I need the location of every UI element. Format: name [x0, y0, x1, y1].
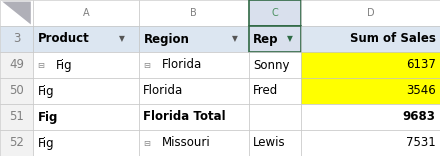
- Text: B: B: [190, 8, 197, 18]
- Text: 52: 52: [9, 136, 24, 149]
- Bar: [139, 52, 249, 78]
- Text: Lewis: Lewis: [253, 136, 286, 149]
- Text: 3546: 3546: [406, 85, 436, 98]
- Text: ▼: ▼: [287, 34, 293, 44]
- Text: 49: 49: [9, 58, 24, 71]
- Text: Fig: Fig: [37, 85, 54, 98]
- Bar: [0, 52, 33, 78]
- Text: Fred: Fred: [253, 85, 278, 98]
- Text: ▼: ▼: [232, 34, 238, 44]
- Text: Region: Region: [144, 32, 190, 46]
- Bar: [0, 130, 33, 156]
- Text: 6137: 6137: [406, 58, 436, 71]
- Bar: [33, 78, 139, 104]
- Bar: [0, 104, 33, 130]
- Text: Rep: Rep: [253, 32, 279, 46]
- Text: ▼: ▼: [119, 34, 125, 44]
- Text: Florida: Florida: [161, 58, 202, 71]
- Bar: [301, 104, 440, 130]
- Bar: [0, 0, 33, 26]
- Text: 50: 50: [9, 85, 24, 98]
- Text: 51: 51: [9, 110, 24, 124]
- Text: A: A: [82, 8, 89, 18]
- Text: 7531: 7531: [406, 136, 436, 149]
- Bar: [301, 26, 440, 52]
- Text: 3: 3: [13, 32, 20, 46]
- Text: Missouri: Missouri: [161, 136, 210, 149]
- Text: Florida: Florida: [143, 85, 183, 98]
- Bar: [301, 78, 440, 104]
- Text: Product: Product: [38, 32, 90, 46]
- Bar: [139, 78, 249, 104]
- Text: Sonny: Sonny: [253, 58, 290, 71]
- Bar: [249, 104, 301, 130]
- Bar: [139, 0, 249, 26]
- Bar: [249, 26, 301, 52]
- Text: Fig: Fig: [37, 110, 58, 124]
- Bar: [249, 0, 301, 26]
- Bar: [139, 130, 249, 156]
- Text: D: D: [367, 8, 374, 18]
- Bar: [249, 130, 301, 156]
- Text: 9683: 9683: [403, 110, 436, 124]
- Bar: [33, 104, 139, 130]
- Text: Fig: Fig: [56, 58, 73, 71]
- Text: Florida Total: Florida Total: [143, 110, 226, 124]
- Polygon shape: [2, 2, 31, 24]
- Text: Sum of Sales: Sum of Sales: [350, 32, 436, 46]
- Bar: [0, 26, 33, 52]
- Bar: [139, 104, 249, 130]
- Bar: [301, 0, 440, 26]
- Text: Fig: Fig: [37, 136, 54, 149]
- Bar: [33, 52, 139, 78]
- Text: ⊟: ⊟: [143, 61, 150, 70]
- Bar: [33, 130, 139, 156]
- Bar: [249, 52, 301, 78]
- Bar: [301, 130, 440, 156]
- Bar: [249, 78, 301, 104]
- Text: ⊟: ⊟: [143, 139, 150, 148]
- Bar: [33, 26, 139, 52]
- Text: ⊟: ⊟: [37, 61, 44, 70]
- Bar: [301, 52, 440, 78]
- Bar: [0, 78, 33, 104]
- Bar: [139, 26, 249, 52]
- Text: C: C: [271, 8, 279, 18]
- Bar: [33, 0, 139, 26]
